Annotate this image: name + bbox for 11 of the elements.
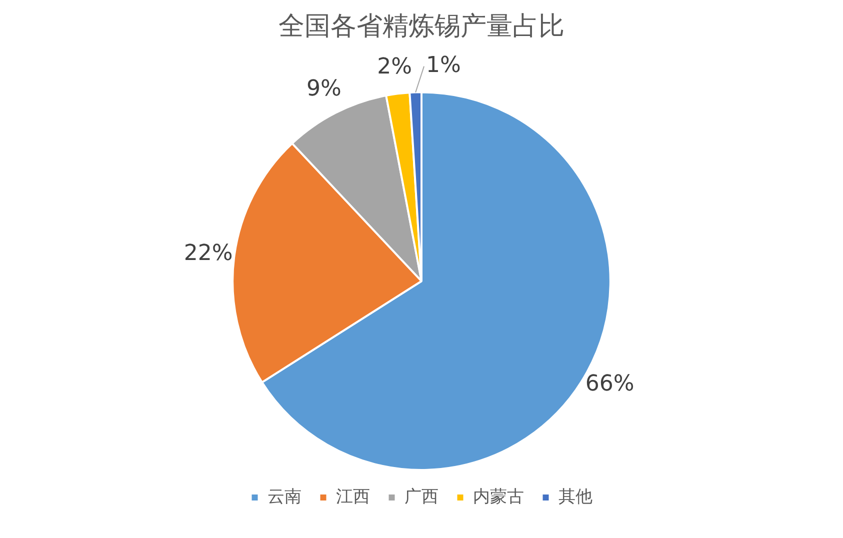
data-label: 9% <box>306 76 342 102</box>
legend-label: 其他 <box>558 486 592 507</box>
data-label: 2% <box>377 54 412 80</box>
legend-label: 内蒙古 <box>472 486 524 507</box>
data-label: 66% <box>585 371 634 396</box>
legend-label: 江西 <box>336 486 370 507</box>
legend-label: 广西 <box>404 486 438 507</box>
data-label: 1% <box>426 53 461 78</box>
chart-title: 全国各省精炼锡产量占比 <box>278 11 564 42</box>
data-label: 22% <box>184 240 233 266</box>
legend-label: 云南 <box>267 486 302 507</box>
